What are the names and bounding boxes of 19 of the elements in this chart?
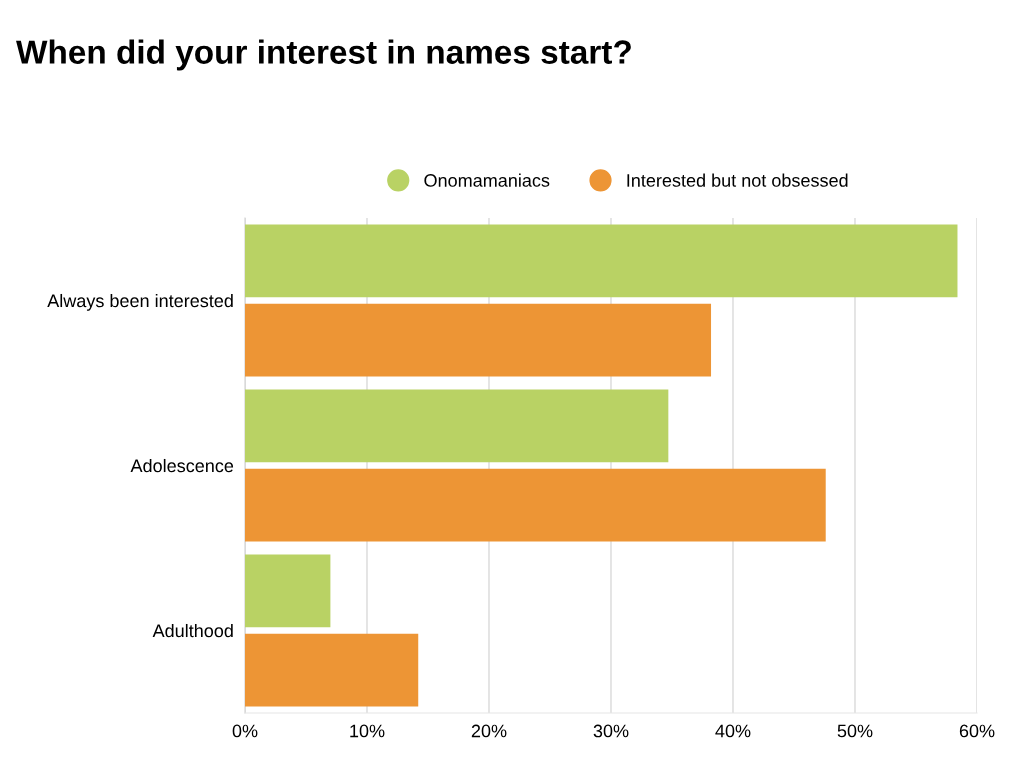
chart-title: When did your interest in names start? [16,39,631,71]
x-tick-label: 0% [232,724,258,738]
x-tick-label: 20% [471,724,507,738]
legend-label: Interested but not obsessed [627,173,848,187]
x-tick-label: 60% [959,724,995,738]
x-tick-label: 30% [593,724,629,738]
bar [245,224,958,298]
bar [245,468,826,542]
legend-label: Onomamaniacs [424,173,550,187]
x-tick-label: 40% [715,724,751,738]
bar [245,633,419,707]
bar [245,389,669,463]
bar [245,303,712,377]
x-tick-label: 10% [350,724,385,738]
bar [245,554,331,628]
y-tick-label: Always been interested [47,293,233,311]
y-tick-label: Adolescence [130,458,234,473]
x-tick-label: 50% [837,724,873,738]
y-tick-label: Adulthood [152,623,233,638]
